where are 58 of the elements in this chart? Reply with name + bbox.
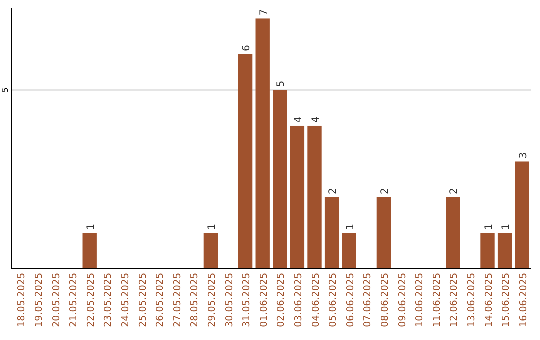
x-tick-label: 03.06.2025 [293, 273, 304, 328]
x-tick-label: 25.05.2025 [138, 273, 149, 328]
x-tick-label: 08.06.2025 [380, 273, 391, 328]
x-tick-label: 28.05.2025 [190, 273, 201, 328]
x-tick-label: 09.06.2025 [397, 273, 408, 328]
bar [324, 197, 340, 269]
x-tick-label: 07.06.2025 [362, 273, 374, 328]
bar [446, 197, 460, 269]
data-label: 7 [258, 9, 270, 16]
x-tick-label: 16.06.2025 [518, 273, 530, 328]
x-tick-label: 20.05.2025 [51, 273, 62, 328]
bar [515, 162, 530, 269]
data-label: 4 [310, 116, 322, 123]
x-tick-label: 10.06.2025 [414, 273, 426, 328]
data-label: 1 [86, 224, 97, 230]
x-tick-label: 19.05.2025 [34, 273, 45, 328]
bar [273, 90, 288, 269]
x-tick-label: 02.06.2025 [276, 273, 288, 328]
bar [238, 54, 253, 269]
x-tick-label: 22.05.2025 [86, 273, 97, 328]
x-tick-label: 06.06.2025 [345, 273, 356, 328]
x-tick-label: 31.05.2025 [242, 273, 253, 328]
x-tick-label: 13.06.2025 [466, 273, 478, 328]
data-label: 2 [328, 188, 340, 194]
bar [342, 233, 356, 269]
x-tick-label: 04.06.2025 [310, 273, 322, 328]
data-label: 2 [380, 188, 391, 194]
bar [498, 233, 512, 269]
data-label: 4 [293, 116, 304, 123]
x-tick-label: 23.05.2025 [103, 273, 114, 328]
bar [256, 18, 270, 269]
x-tick-label: 05.06.2025 [328, 273, 340, 328]
data-label: 2 [449, 188, 460, 194]
x-tick-label: 27.05.2025 [172, 273, 184, 328]
x-tick-label: 26.05.2025 [155, 273, 166, 328]
x-tick-label: 24.05.2025 [120, 273, 132, 328]
x-tick-label: 29.05.2025 [206, 273, 218, 328]
x-tick-label: 11.06.2025 [432, 273, 443, 328]
bar [308, 126, 322, 269]
bar [204, 233, 218, 269]
data-label: 1 [501, 224, 512, 230]
bar [480, 233, 495, 269]
data-label: 1 [345, 224, 356, 230]
x-tick-label: 18.05.2025 [16, 273, 28, 328]
data-label: 1 [484, 224, 495, 230]
data-label: 1 [206, 224, 218, 230]
x-tick-label: 21.05.2025 [68, 273, 80, 328]
bar [290, 126, 305, 269]
data-label: 5 [276, 80, 288, 88]
x-tick-label: 14.06.2025 [484, 273, 495, 328]
x-tick-label: 30.05.2025 [224, 273, 236, 328]
data-label: 6 [242, 45, 253, 52]
bar [82, 233, 97, 269]
data-label: 3 [518, 152, 530, 159]
x-tick-label: 12.06.2025 [449, 273, 460, 328]
bar [376, 197, 392, 269]
x-tick-label: 01.06.2025 [258, 273, 270, 328]
x-tick-label: 15.06.2025 [501, 273, 512, 328]
